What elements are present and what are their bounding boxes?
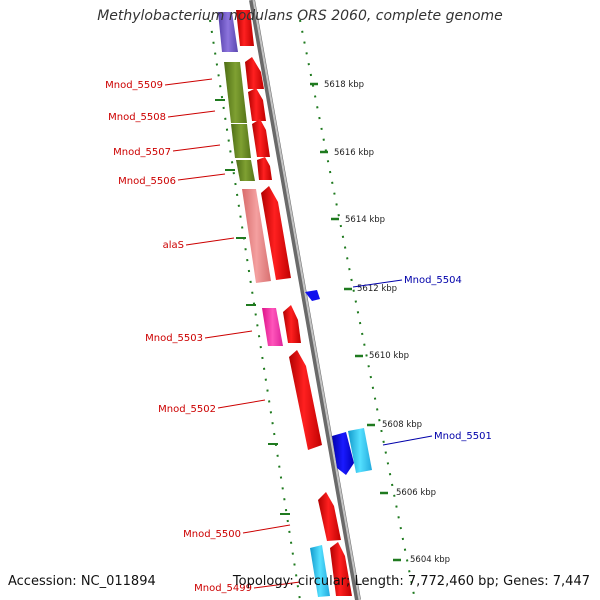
gene-arrow xyxy=(257,157,272,180)
gene-arrow xyxy=(330,542,352,596)
gene-label: Mnod_5499 xyxy=(194,583,252,594)
gene-arrow xyxy=(236,10,254,46)
reverse-gene-track xyxy=(305,290,372,597)
scale-label: 5618 kbp xyxy=(324,80,364,90)
gene-label: Mnod_5504 xyxy=(404,275,462,286)
scale-label: 5606 kbp xyxy=(396,488,436,498)
genome-backbone xyxy=(249,0,361,600)
gene-arrow xyxy=(261,186,291,280)
topology-text: Topology: circular; Length: 7,772,460 bp… xyxy=(232,574,590,589)
light-red-gene xyxy=(242,189,271,283)
olive-feature xyxy=(236,160,255,181)
gene-labels: Mnod_5509 Mnod_5508 Mnod_5507 Mnod_5506 … xyxy=(105,80,492,594)
gene-label: Mnod_5502 xyxy=(158,404,216,415)
reverse-gene-arrow xyxy=(305,290,320,301)
scale-label: 5616 kbp xyxy=(334,148,374,158)
forward-gene-track xyxy=(236,10,352,596)
gene-label: Mnod_5503 xyxy=(145,333,203,344)
gene-arrow xyxy=(245,57,264,89)
scale-labels: 5618 kbp 5616 kbp 5614 kbp 5612 kbp 5610… xyxy=(324,80,450,565)
olive-feature xyxy=(231,124,251,158)
gene-label: Mnod_5509 xyxy=(105,80,163,91)
reverse-gene-arrow xyxy=(348,428,372,473)
olive-feature xyxy=(224,62,247,123)
violet-feature xyxy=(218,12,238,52)
gene-label: alaS xyxy=(163,240,184,251)
outer-major-ticks xyxy=(310,82,401,562)
label-leaders xyxy=(164,78,433,589)
scale-label: 5614 kbp xyxy=(345,215,385,225)
gene-arrow xyxy=(318,492,341,541)
magenta-gene xyxy=(262,308,283,346)
gene-label: Mnod_5506 xyxy=(118,176,176,187)
scale-label: 5610 kbp xyxy=(369,351,409,361)
reverse-gene-arrow xyxy=(332,432,354,475)
gene-arrow xyxy=(283,305,301,343)
inner-major-ticks xyxy=(215,99,290,515)
feature-track xyxy=(218,12,255,181)
scale-label: 5608 kbp xyxy=(382,420,422,430)
gene-label: Mnod_5500 xyxy=(183,529,241,540)
map-title: Methylobacterium nodulans ORS 2060, comp… xyxy=(97,8,503,24)
accession-text: Accession: NC_011894 xyxy=(8,574,156,589)
scale-label: 5604 kbp xyxy=(410,555,450,565)
gene-arrow xyxy=(248,88,266,121)
outer-tick-track xyxy=(299,19,416,600)
gene-arrow xyxy=(252,119,270,157)
gene-arrow xyxy=(289,350,322,450)
gene-label: Mnod_5508 xyxy=(108,112,166,123)
scale-label: 5612 kbp xyxy=(357,284,397,294)
reverse-gene-arrow xyxy=(310,545,330,597)
gene-label: Mnod_5501 xyxy=(434,431,492,442)
gene-label: Mnod_5507 xyxy=(113,147,171,158)
